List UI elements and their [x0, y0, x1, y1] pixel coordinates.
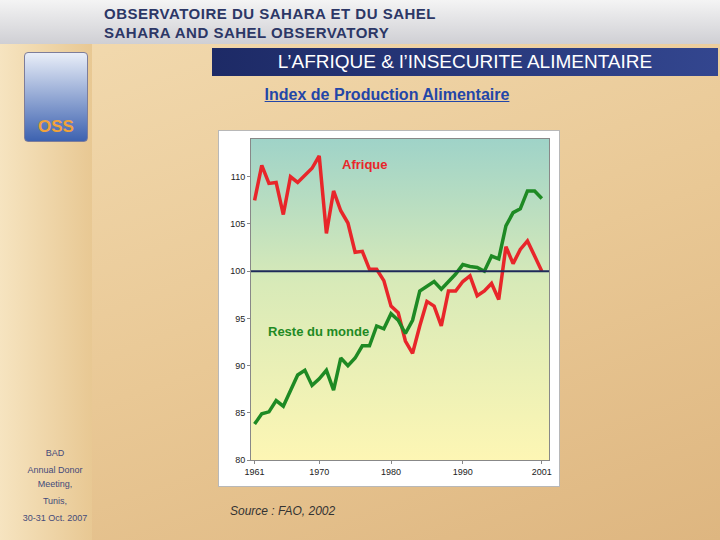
svg-text:105: 105 [230, 219, 245, 229]
html-text:BAD: BAD [45, 448, 65, 458]
html-text:OSS: OSS [38, 117, 74, 136]
svg-text:110: 110 [231, 172, 245, 182]
svg-text:Reste du monde: Reste du monde [268, 324, 369, 339]
svg-text:1980: 1980 [381, 467, 401, 477]
html-text:Index de Production Alimentair: Index de Production Alimentaire [264, 86, 510, 103]
svg-text:2001: 2001 [532, 467, 552, 477]
svg-text:1990: 1990 [453, 467, 473, 477]
html-text:SAHARA AND SAHEL OBSERVATORY: SAHARA AND SAHEL OBSERVATORY [104, 24, 390, 41]
svg-text:Afrique: Afrique [342, 157, 388, 172]
html-text:OBSERVATOIRE DU SAHARA ET DU S: OBSERVATOIRE DU SAHARA ET DU SAHEL [104, 5, 436, 22]
svg-text:1970: 1970 [309, 467, 329, 477]
svg-text:1961: 1961 [245, 467, 265, 477]
svg-text:85: 85 [235, 408, 245, 418]
html-text:L’AFRIQUE & l’INSECURITE ALIME: L’AFRIQUE & l’INSECURITE ALIMENTAIRE [277, 51, 653, 72]
svg-text:95: 95 [235, 314, 245, 324]
html-text:Annual Donor Meeting,: Annual Donor Meeting, [27, 465, 83, 489]
svg-text:100: 100 [230, 266, 245, 276]
html-text:30-31 Oct. 2007: 30-31 Oct. 2007 [22, 513, 88, 523]
svg-text:80: 80 [235, 455, 245, 465]
svg-text:90: 90 [235, 361, 245, 371]
html-text:Tunis,: Tunis, [42, 496, 68, 506]
html-text:Source : FAO, 2002: Source : FAO, 2002 [230, 504, 336, 518]
